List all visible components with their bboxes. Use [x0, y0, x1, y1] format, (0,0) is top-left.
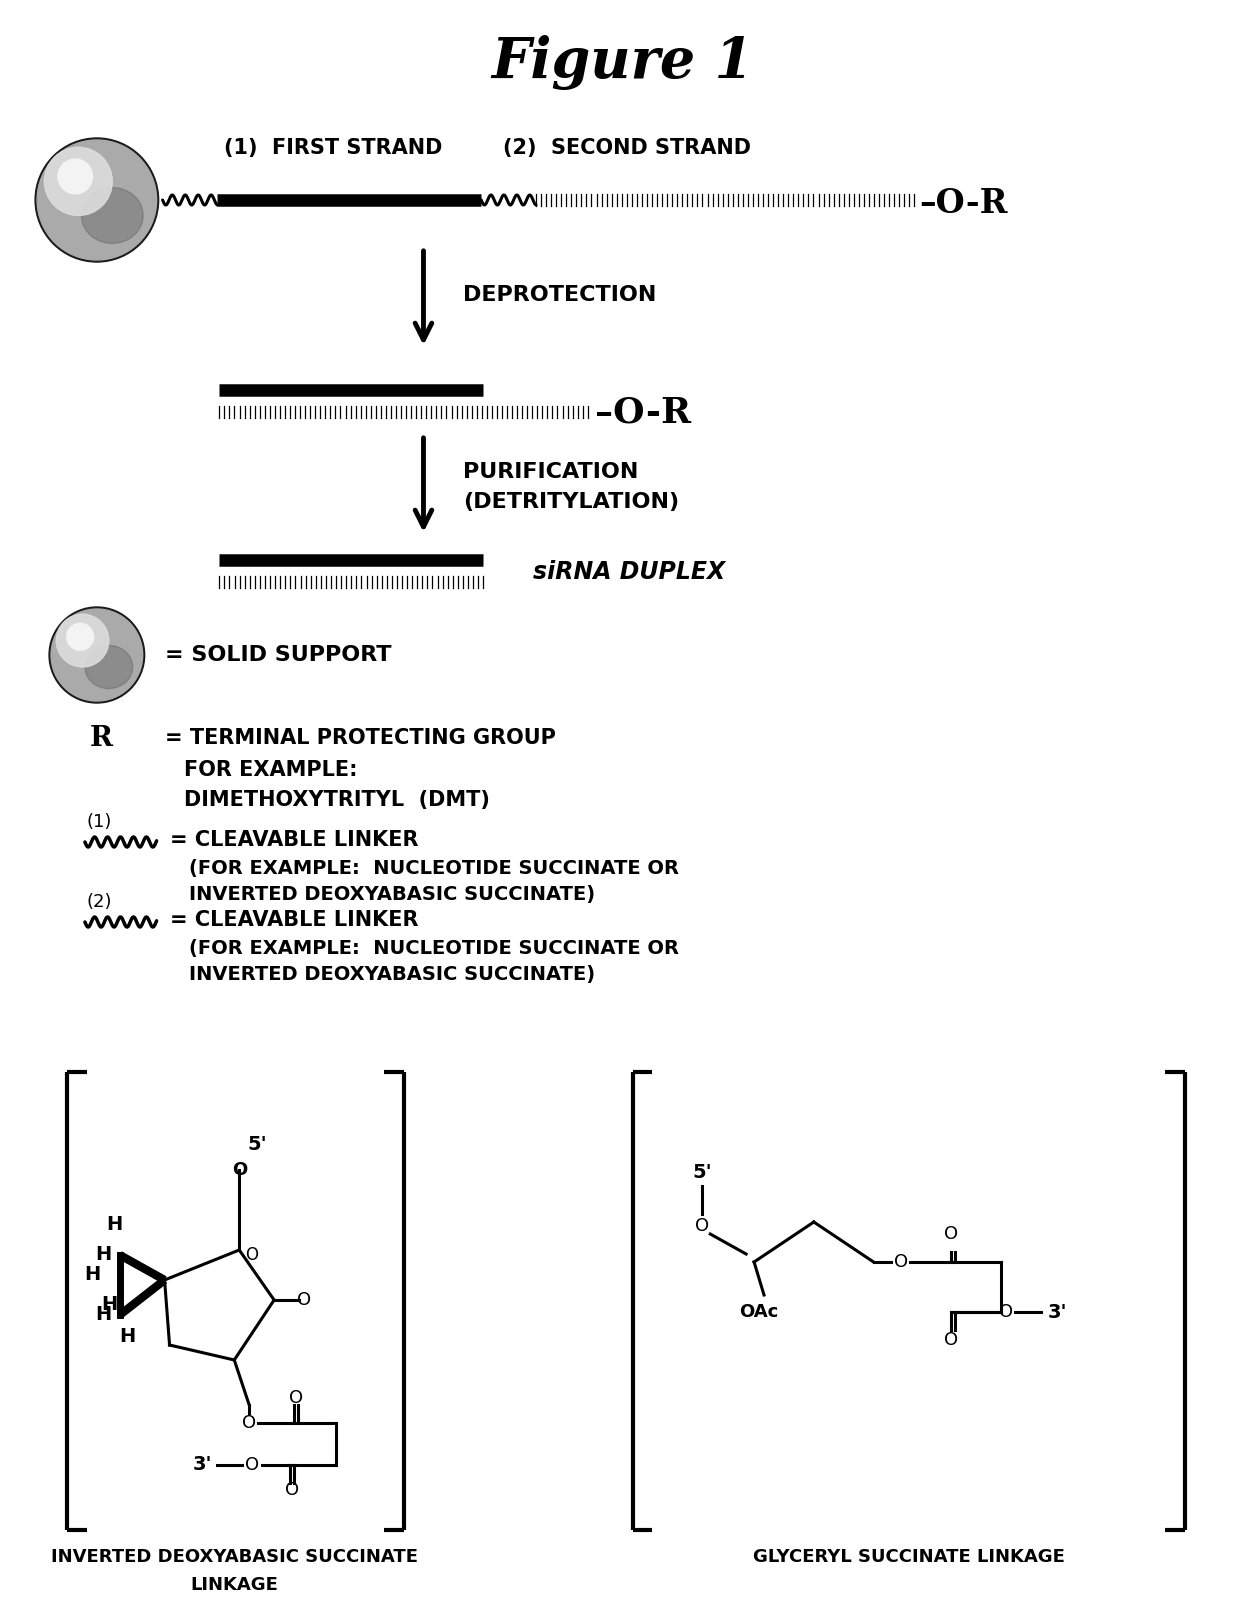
Text: H: H	[119, 1327, 136, 1346]
Circle shape	[67, 623, 93, 650]
Text: DEPROTECTION: DEPROTECTION	[464, 285, 657, 306]
Text: (FOR EXAMPLE:  NUCLEOTIDE SUCCINATE OR: (FOR EXAMPLE: NUCLEOTIDE SUCCINATE OR	[190, 859, 680, 877]
Text: O: O	[894, 1252, 909, 1272]
Circle shape	[58, 159, 93, 194]
Text: = CLEAVABLE LINKER: = CLEAVABLE LINKER	[170, 830, 418, 849]
Text: (2): (2)	[87, 893, 113, 911]
Circle shape	[35, 138, 159, 262]
Text: O: O	[285, 1480, 299, 1498]
Text: OAc: OAc	[739, 1302, 779, 1320]
Text: LINKAGE: LINKAGE	[190, 1576, 278, 1594]
Text: O: O	[246, 1246, 258, 1264]
Text: H: H	[107, 1215, 123, 1235]
Text: 3': 3'	[193, 1456, 212, 1474]
Text: 5': 5'	[247, 1134, 267, 1154]
Text: O: O	[289, 1388, 303, 1408]
Text: H: H	[102, 1296, 118, 1314]
Text: GLYCERYL SUCCINATE LINKAGE: GLYCERYL SUCCINATE LINKAGE	[754, 1548, 1065, 1566]
Text: H: H	[84, 1265, 100, 1285]
Text: R: R	[89, 725, 113, 751]
Circle shape	[37, 141, 156, 260]
Text: O: O	[242, 1414, 257, 1432]
Text: (1)  FIRST STRAND: (1) FIRST STRAND	[224, 138, 443, 159]
Text: O: O	[296, 1291, 311, 1309]
Text: = CLEAVABLE LINKER: = CLEAVABLE LINKER	[170, 909, 418, 930]
Text: (2)  SECOND STRAND: (2) SECOND STRAND	[503, 138, 751, 159]
Text: O: O	[696, 1217, 709, 1235]
Circle shape	[51, 608, 143, 701]
Text: O: O	[232, 1162, 247, 1180]
Text: (DETRITYLATION): (DETRITYLATION)	[464, 492, 680, 511]
Text: PURIFICATION: PURIFICATION	[464, 463, 639, 482]
Text: siRNA DUPLEX: siRNA DUPLEX	[533, 560, 725, 584]
Text: (FOR EXAMPLE:  NUCLEOTIDE SUCCINATE OR: (FOR EXAMPLE: NUCLEOTIDE SUCCINATE OR	[190, 938, 680, 958]
Text: Figure 1: Figure 1	[491, 34, 754, 89]
Text: = SOLID SUPPORT: = SOLID SUPPORT	[165, 646, 391, 665]
Text: INVERTED DEOXYABASIC SUCCINATE): INVERTED DEOXYABASIC SUCCINATE)	[190, 885, 595, 903]
Text: H: H	[95, 1306, 112, 1325]
Text: O: O	[999, 1302, 1013, 1320]
Text: –O-R: –O-R	[595, 395, 691, 429]
Text: INVERTED DEOXYABASIC SUCCINATE: INVERTED DEOXYABASIC SUCCINATE	[51, 1548, 418, 1566]
Circle shape	[50, 607, 145, 702]
Text: DIMETHOXYTRITYL  (DMT): DIMETHOXYTRITYL (DMT)	[185, 790, 490, 811]
Text: O: O	[944, 1332, 959, 1349]
Ellipse shape	[82, 188, 143, 243]
Circle shape	[45, 147, 113, 215]
Text: INVERTED DEOXYABASIC SUCCINATE): INVERTED DEOXYABASIC SUCCINATE)	[190, 964, 595, 984]
Text: H: H	[95, 1246, 112, 1265]
Text: O: O	[944, 1225, 959, 1243]
Text: = TERMINAL PROTECTING GROUP: = TERMINAL PROTECTING GROUP	[165, 728, 556, 748]
Ellipse shape	[84, 646, 133, 689]
Text: O: O	[246, 1456, 259, 1474]
Text: –O-R: –O-R	[919, 186, 1008, 220]
Text: 5': 5'	[692, 1162, 712, 1181]
Text: FOR EXAMPLE:: FOR EXAMPLE:	[185, 760, 358, 780]
Circle shape	[56, 615, 109, 667]
Text: 3': 3'	[1048, 1302, 1068, 1322]
Text: (1): (1)	[87, 812, 113, 832]
